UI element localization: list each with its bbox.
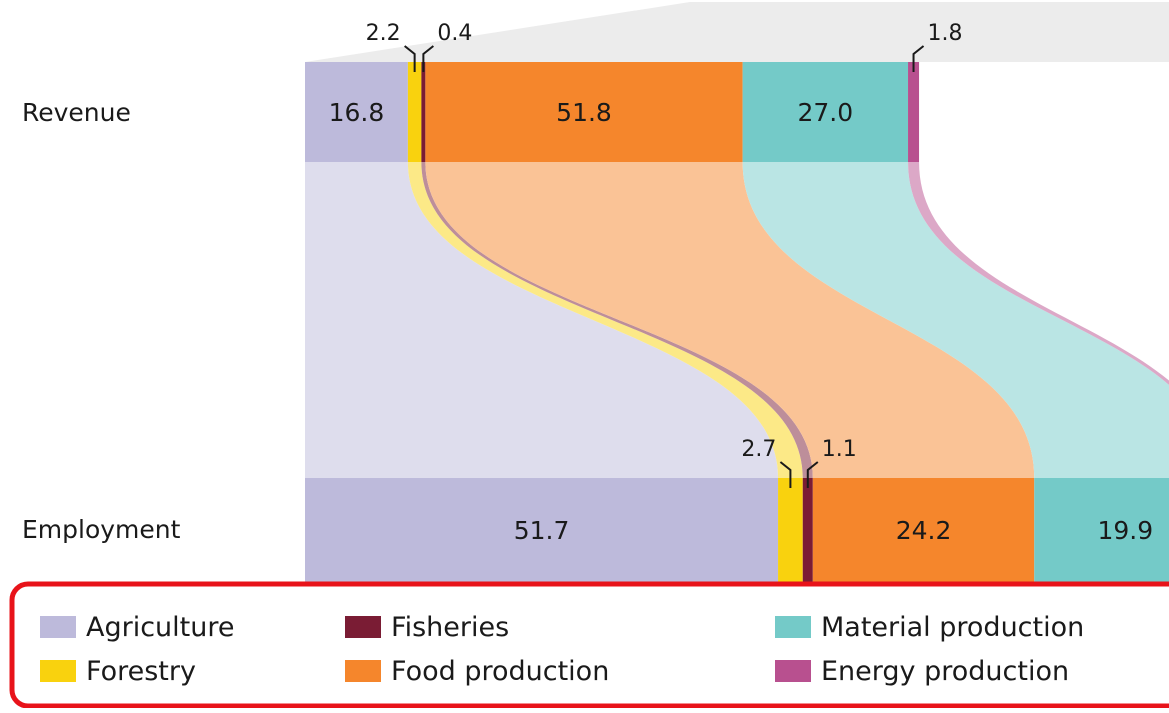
flow-layer bbox=[305, 162, 1169, 478]
legend-swatch-material-production bbox=[775, 616, 811, 638]
revenue-leader-energy-production bbox=[912, 45, 925, 72]
revenue-value-energy-production: 1.8 bbox=[928, 21, 963, 46]
legend-label-material-production: Material production bbox=[821, 612, 1084, 643]
bar-layer bbox=[305, 62, 1169, 582]
employment-value-material-production: 19.9 bbox=[1097, 516, 1153, 545]
employment-value-fisheries: 1.1 bbox=[822, 437, 857, 462]
revenue-leader-forestry bbox=[404, 45, 416, 72]
legend-label-forestry: Forestry bbox=[86, 656, 196, 687]
legend-label-agriculture: Agriculture bbox=[86, 612, 235, 643]
legend-swatch-energy-production bbox=[775, 660, 811, 682]
employment-bar-agriculture bbox=[305, 478, 779, 582]
revenue-bar-energy-production bbox=[908, 62, 920, 162]
revenue-leader-fisheries bbox=[422, 45, 434, 72]
legend-label-energy-production: Energy production bbox=[821, 656, 1069, 687]
legend-label-fisheries: Fisheries bbox=[391, 612, 509, 643]
revenue-bar-fisheries bbox=[421, 62, 426, 162]
revenue-value-agriculture: 16.8 bbox=[329, 98, 385, 127]
employment-bar-forestry bbox=[778, 478, 803, 582]
legend-swatch-food-production bbox=[345, 660, 381, 682]
employment-value-forestry: 2.7 bbox=[741, 437, 776, 462]
label-layer: 16.851.827.02.20.41.851.724.219.92.71.10… bbox=[329, 21, 1154, 545]
legend-swatch-fisheries bbox=[345, 616, 381, 638]
legend: Agriculture Fisheries Material production F… bbox=[9, 581, 1169, 709]
revenue-bar-material-production bbox=[742, 62, 909, 162]
row-label-revenue: Revenue bbox=[22, 98, 131, 127]
revenue-bar-agriculture bbox=[305, 62, 408, 162]
flow-fisheries bbox=[421, 162, 813, 478]
flow-material-production bbox=[742, 162, 1169, 478]
employment-value-food-production: 24.2 bbox=[896, 516, 952, 545]
revenue-value-material-production: 27.0 bbox=[798, 98, 854, 127]
revenue-value-forestry: 2.2 bbox=[366, 21, 401, 46]
revenue-bar-food-production bbox=[425, 62, 743, 162]
flow-food-production bbox=[425, 162, 1035, 478]
legend-label-food-production: Food production bbox=[391, 656, 609, 687]
revenue-bar-forestry bbox=[407, 62, 422, 162]
employment-bar-food-production bbox=[812, 478, 1035, 582]
flow-energy-production bbox=[908, 162, 1169, 386]
revenue-value-food-production: 51.8 bbox=[556, 98, 612, 127]
row-label-employment: Employment bbox=[22, 515, 181, 544]
zoom-connector bbox=[305, 2, 1169, 62]
employment-value-agriculture: 51.7 bbox=[514, 516, 570, 545]
employment-bar-material-production bbox=[1034, 478, 1169, 582]
employment-bar-fisheries bbox=[802, 478, 813, 582]
legend-box bbox=[9, 581, 1169, 709]
revenue-value-fisheries: 0.4 bbox=[437, 21, 472, 46]
legend-swatch-agriculture bbox=[40, 616, 76, 638]
flow-forestry bbox=[407, 162, 803, 478]
employment-leader-fisheries bbox=[806, 461, 819, 488]
flow-agriculture bbox=[305, 162, 779, 478]
employment-leader-forestry bbox=[779, 461, 792, 488]
legend-swatch-forestry bbox=[40, 660, 76, 682]
